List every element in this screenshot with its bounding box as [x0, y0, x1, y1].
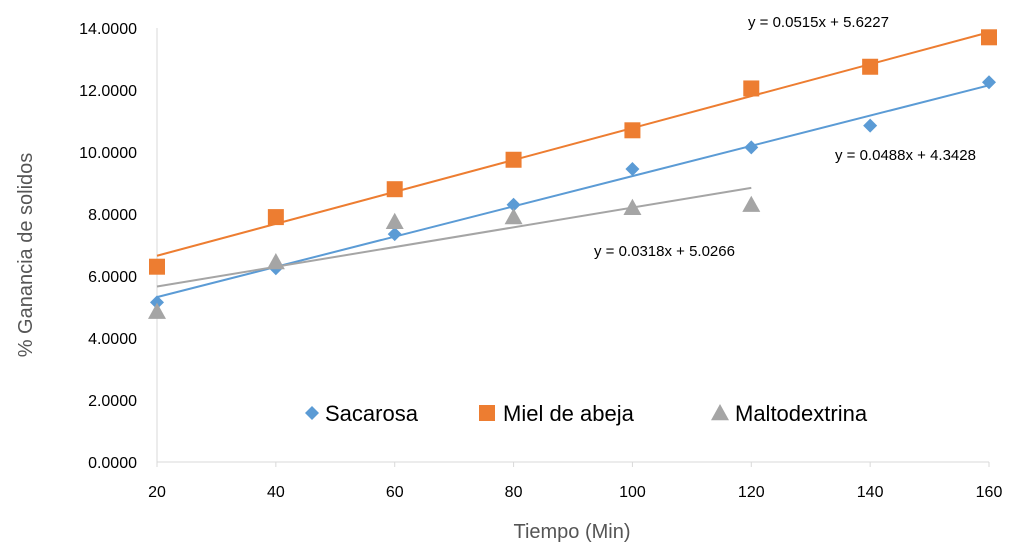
x-tick-label: 120: [738, 484, 765, 501]
data-point: [862, 58, 879, 75]
x-axis-title: Tiempo (Min): [513, 521, 630, 543]
x-tick-label: 160: [976, 484, 1003, 501]
trendline-equations: y = 0.0488x + 4.3428 y = 0.0515x + 5.6227…: [594, 14, 976, 260]
markers: [148, 29, 997, 319]
trendline-equation: y = 0.0515x + 5.6227: [748, 14, 889, 31]
trendline-equation: y = 0.0318x + 5.0266: [594, 243, 735, 260]
data-point: [625, 162, 640, 177]
data-point: [506, 197, 521, 212]
data-point: [149, 258, 165, 275]
data-point: [504, 208, 523, 225]
x-tick-label: 20: [148, 484, 166, 501]
x-tick-label: 60: [386, 484, 404, 501]
x-tick-label: 140: [857, 484, 884, 501]
trendline-triangle: [156, 186, 752, 288]
data-point: [624, 122, 641, 139]
y-tick-label: 4.0000: [88, 331, 137, 348]
legend-label: Maltodextrina: [735, 401, 868, 426]
x-tick-label: 100: [619, 484, 646, 501]
data-point: [505, 151, 522, 168]
y-tick-label: 0.0000: [88, 455, 137, 472]
y-tick-label: 6.0000: [88, 269, 137, 286]
data-point: [267, 209, 284, 226]
data-point: [387, 227, 402, 242]
data-point: [386, 181, 403, 198]
data-point: [385, 212, 404, 229]
data-point: [982, 75, 996, 90]
y-tick-label: 14.0000: [79, 21, 137, 38]
y-tick-label: 10.0000: [79, 145, 137, 162]
legend-label: Miel de abeja: [503, 401, 635, 426]
data-point: [981, 29, 997, 46]
data-point: [743, 80, 760, 97]
y-tick-label: 8.0000: [88, 207, 137, 224]
axes: 0.0000 2.0000 4.0000 6.0000 8.0000 10.0000 12.…: [79, 21, 1002, 501]
data-point: [150, 295, 164, 310]
legend-label: Sacarosa: [325, 401, 419, 426]
data-point: [266, 253, 285, 270]
x-tick-label: 80: [505, 484, 523, 501]
y-axis-title: % Ganancia de solidos: [15, 153, 37, 358]
data-point: [744, 140, 759, 155]
trendline-square: [156, 31, 990, 257]
data-point: [742, 195, 761, 212]
y-tick-label: 12.0000: [79, 83, 137, 100]
y-tick-label: 2.0000: [88, 393, 137, 410]
data-point: [863, 118, 878, 133]
trendlines: [156, 31, 990, 299]
legend-marker: [711, 404, 729, 421]
x-tick-label: 40: [267, 484, 285, 501]
legend-marker: [305, 406, 319, 420]
legend-marker: [479, 405, 495, 421]
trendline-diamond: [156, 84, 990, 299]
data-point: [148, 302, 166, 319]
data-point: [623, 198, 642, 215]
legend: Sacarosa Miel de abeja Maltodextrina: [305, 401, 868, 426]
trendline-equation: y = 0.0488x + 4.3428: [835, 147, 976, 164]
